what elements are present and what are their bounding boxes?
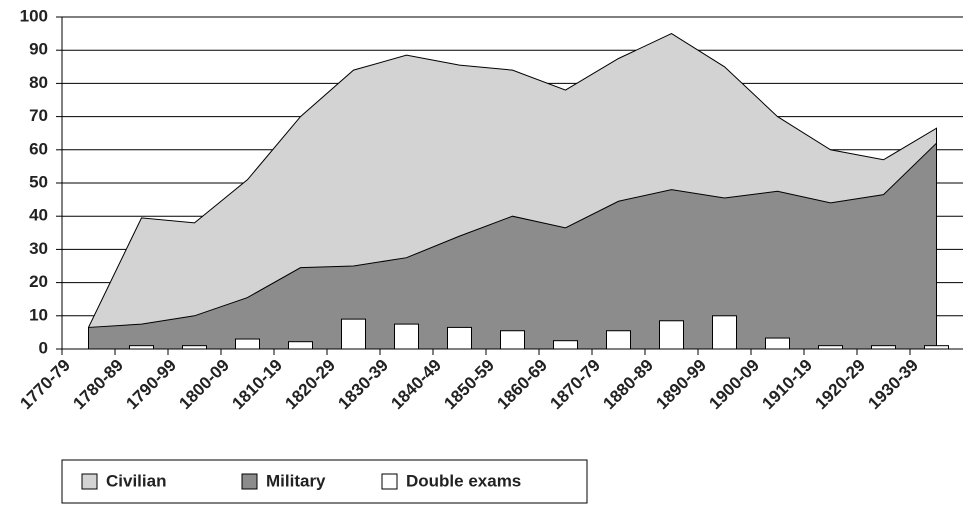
y-tick-label: 70 — [29, 106, 48, 125]
bar — [447, 326, 472, 350]
bar — [659, 320, 684, 350]
x-tick-label: 1910-19 — [758, 356, 816, 414]
area — [88, 141, 937, 350]
x-tick-label: 1770-79 — [16, 356, 74, 414]
y-tick-label: 40 — [29, 206, 48, 225]
y-tick-label: 100 — [20, 6, 48, 25]
legend-swatch — [81, 473, 98, 490]
bar — [341, 318, 366, 350]
x-tick-label: 1800-09 — [175, 356, 233, 414]
x-tick-label: 1830-39 — [334, 356, 392, 414]
bar — [394, 323, 419, 350]
x-tick-label: 1870-79 — [546, 356, 604, 414]
x-tick-label: 1890-99 — [652, 356, 710, 414]
x-tick-label: 1900-09 — [705, 356, 763, 414]
bar — [712, 315, 737, 350]
legend-swatch — [241, 473, 258, 490]
x-tick-label: 1850-59 — [440, 356, 498, 414]
bar — [500, 330, 525, 350]
bar — [553, 340, 578, 350]
legend-label: Double exams — [406, 471, 521, 490]
y-tick-label: 50 — [29, 172, 48, 191]
y-tick-label: 60 — [29, 139, 48, 158]
x-tick-label: 1880-89 — [599, 356, 657, 414]
y-tick-label: 0 — [39, 338, 48, 357]
legend-box — [61, 459, 588, 504]
x-tick-label: 1920-29 — [811, 356, 869, 414]
y-tick-label: 20 — [29, 272, 48, 291]
bar — [288, 341, 313, 350]
legend-label: Military — [266, 471, 326, 490]
x-tick-label: 1930-39 — [864, 356, 922, 414]
x-tick-label: 1810-19 — [228, 356, 286, 414]
y-tick-label: 80 — [29, 73, 48, 92]
bar — [765, 337, 790, 350]
bar — [235, 338, 260, 350]
legend-swatch — [381, 473, 398, 490]
x-tick-label: 1840-49 — [387, 356, 445, 414]
y-tick-label: 10 — [29, 305, 48, 324]
x-tick-label: 1820-29 — [281, 356, 339, 414]
x-tick-label: 1860-69 — [493, 356, 551, 414]
x-tick-label: 1790-99 — [122, 356, 180, 414]
x-tick-label: 1780-89 — [69, 356, 127, 414]
bar — [606, 330, 631, 350]
y-tick-label: 90 — [29, 40, 48, 59]
legend-label: Civilian — [106, 471, 166, 490]
y-tick-label: 30 — [29, 239, 48, 258]
